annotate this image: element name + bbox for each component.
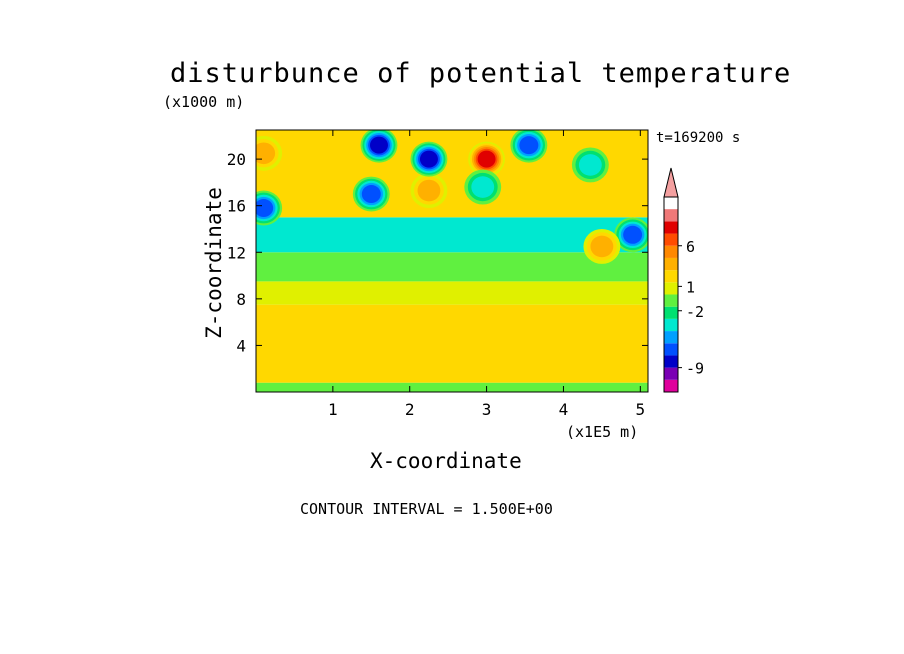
colorbar-tick-label: 1 xyxy=(686,278,695,296)
field-feature xyxy=(471,176,495,198)
field-band xyxy=(256,304,648,383)
colorbar-segment xyxy=(664,245,678,258)
heatmap-field xyxy=(256,130,648,392)
y-tick-label: 4 xyxy=(236,336,246,355)
field-feature xyxy=(417,179,441,202)
chart-title: disturbunce of potential temperature xyxy=(170,58,792,89)
colorbar-frame xyxy=(663,196,679,393)
x-axis-unit: (x1E5 m) xyxy=(566,423,639,441)
field-feature xyxy=(519,136,539,155)
field-feature xyxy=(477,150,496,168)
colorbar-segment xyxy=(664,367,678,380)
colorbar-segment xyxy=(664,343,678,356)
x-tick-label: 3 xyxy=(482,400,492,419)
colorbar-tick-label: 6 xyxy=(686,238,695,256)
field-feature xyxy=(578,154,602,176)
time-label: t=169200 s xyxy=(656,130,741,146)
colorbar-tick-label: -2 xyxy=(686,303,704,321)
colorbar-segment xyxy=(664,355,678,368)
field-feature xyxy=(361,185,381,204)
colorbar-segment xyxy=(664,270,678,283)
colorbar-segment xyxy=(664,331,678,344)
y-tick-label: 20 xyxy=(227,150,246,169)
field-feature xyxy=(369,136,388,154)
colorbar-tick-label: -9 xyxy=(686,360,704,378)
y-tick-label: 16 xyxy=(227,197,246,216)
y-tick-label: 12 xyxy=(227,243,246,262)
colorbar-segment xyxy=(664,294,678,307)
y-tick-label: 8 xyxy=(236,290,246,309)
field-feature xyxy=(623,225,643,244)
colorbar-segment xyxy=(664,282,678,295)
colorbar-segment xyxy=(664,257,678,271)
x-axis-label: X-coordinate xyxy=(370,449,522,473)
field-feature xyxy=(419,150,438,168)
field-feature xyxy=(590,235,614,258)
colorbar-segment xyxy=(664,209,678,222)
x-tick-label: 5 xyxy=(635,400,645,419)
field-band xyxy=(256,382,648,392)
plot-frame xyxy=(255,129,649,393)
field-band xyxy=(256,281,648,305)
x-tick-label: 2 xyxy=(405,400,415,419)
colorbar: 6 1 -2 -9 xyxy=(663,167,704,393)
contour-interval-label: CONTOUR INTERVAL = 1.500E+00 xyxy=(300,500,553,518)
x-tick-label: 4 xyxy=(559,400,569,419)
field-band xyxy=(256,252,648,282)
x-tick-label: 1 xyxy=(328,400,338,419)
colorbar-segment xyxy=(664,306,678,319)
colorbar-extend-arrow xyxy=(663,167,679,198)
field-band xyxy=(256,217,648,253)
field-feature xyxy=(256,199,274,218)
colorbar-segment xyxy=(664,379,678,392)
colorbar-segment xyxy=(664,318,678,332)
colorbar-segment xyxy=(664,221,678,234)
colorbar-segment xyxy=(664,233,678,246)
y-axis-unit: (x1000 m) xyxy=(163,93,245,111)
